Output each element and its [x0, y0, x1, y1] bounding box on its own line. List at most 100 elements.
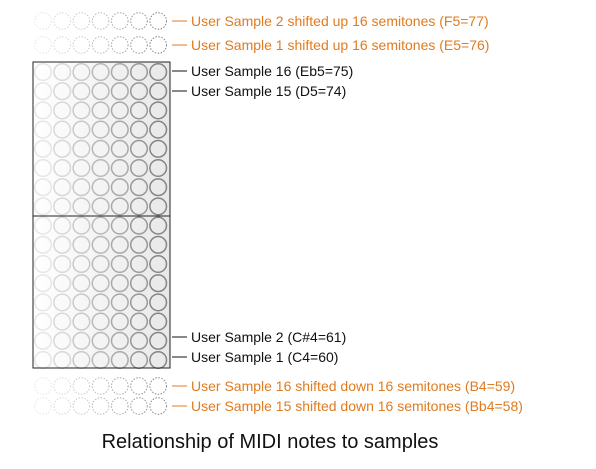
sample-note-circle: [91, 331, 110, 350]
shifted-up-note-circle: [72, 36, 91, 54]
sample-note-circle: [129, 62, 149, 82]
shifted-down-note-circle: [130, 377, 148, 395]
shifted-up-note-circle: [53, 12, 72, 30]
label-sample1: User Sample 1 (C4=60): [191, 349, 338, 365]
sample-note-circle: [91, 178, 110, 197]
sample-note-circle: [53, 197, 72, 216]
sample-note-circle: [149, 197, 168, 216]
sample-note-circle: [33, 101, 53, 120]
circle-grid: [33, 12, 170, 415]
sample-note-circle: [72, 312, 91, 331]
sample-note-circle: [91, 139, 110, 158]
sample-note-circle: [129, 216, 149, 235]
sample-note-circle: [53, 293, 72, 312]
sample-note-circle: [149, 312, 168, 331]
label-sample15-down: User Sample 15 shifted down 16 semitones…: [191, 398, 523, 414]
sample-note-circle: [72, 158, 91, 178]
sample-note-circle: [72, 139, 91, 158]
shifted-down-note-circle: [91, 397, 110, 415]
sample-note-circle: [33, 62, 53, 82]
sample-note-circle: [72, 331, 91, 350]
sample-note-circle: [110, 312, 129, 331]
sample-note-circle: [110, 274, 129, 293]
sample-note-circle: [149, 216, 168, 235]
sample-note-circle: [91, 158, 110, 178]
sample-note-circle: [72, 178, 91, 197]
sample-note-circle: [149, 235, 168, 254]
shifted-down-note-circle: [91, 377, 110, 395]
sample-note-circle: [110, 158, 129, 178]
shifted-up-note-circle: [149, 36, 167, 54]
sample-note-circle: [91, 216, 110, 235]
sample-note-circle: [129, 82, 149, 101]
sample-note-circle: [110, 120, 129, 139]
sample-note-circle: [53, 216, 72, 235]
sample-note-circle: [53, 331, 72, 350]
sample-note-circle: [91, 254, 110, 274]
shifted-up-note-circle: [91, 36, 110, 54]
shifted-up-note-circle: [130, 12, 148, 30]
sample-note-circle: [129, 254, 149, 274]
sample-note-circle: [110, 101, 129, 120]
sample-note-circle: [72, 235, 91, 254]
sample-note-circle: [91, 293, 110, 312]
sample-note-circle: [110, 197, 129, 216]
sample-note-circle: [33, 178, 53, 197]
sample-note-circle: [129, 331, 149, 350]
sample-note-circle: [149, 158, 168, 178]
sample-note-circle: [33, 293, 53, 312]
sample-note-circle: [129, 101, 149, 120]
shifted-down-note-circle: [53, 397, 72, 415]
sample-note-circle: [72, 62, 91, 82]
sample-note-circle: [110, 178, 129, 197]
shifted-down-note-circle: [53, 377, 72, 395]
shifted-up-note-circle: [53, 36, 72, 54]
lower-sample-block: [32, 215, 171, 369]
sample-note-circle: [91, 82, 110, 101]
sample-note-circle: [91, 62, 110, 82]
shifted-down-note-circle: [72, 397, 91, 415]
sample-note-circle: [91, 312, 110, 331]
label-sample15: User Sample 15 (D5=74): [191, 83, 346, 99]
sample-note-circle: [33, 312, 53, 331]
sample-note-circle: [149, 120, 168, 139]
sample-note-circle: [110, 216, 129, 235]
sample-note-circle: [33, 139, 53, 158]
shifted-down-note-circle: [34, 397, 52, 415]
sample-note-circle: [110, 331, 129, 350]
sample-note-circle: [53, 120, 72, 139]
shifted-down-note-circle: [149, 397, 167, 415]
sample-note-circle: [72, 293, 91, 312]
sample-note-circle: [33, 120, 53, 139]
sample-note-circle: [53, 158, 72, 178]
sample-note-circle: [53, 254, 72, 274]
sample-note-circle: [72, 216, 91, 235]
sample-note-circle: [129, 158, 149, 178]
sample-note-circle: [129, 139, 149, 158]
sample-note-circle: [33, 331, 53, 350]
sample-note-circle: [149, 254, 168, 274]
sample-note-circle: [110, 293, 129, 312]
sample-note-circle: [72, 197, 91, 216]
shifted-up-note-circle: [34, 12, 52, 30]
sample-note-circle: [129, 274, 149, 293]
sample-note-circle: [110, 254, 129, 274]
sample-note-circle: [91, 101, 110, 120]
shifted-down-note-circle: [34, 377, 52, 395]
sample-note-circle: [110, 82, 129, 101]
sample-note-circle: [53, 178, 72, 197]
sample-note-circle: [33, 216, 53, 235]
shifted-up-note-circle: [149, 12, 167, 30]
sample-note-circle: [33, 254, 53, 274]
sample-note-circle: [110, 235, 129, 254]
sample-note-circle: [53, 235, 72, 254]
sample-note-circle: [33, 197, 53, 216]
shifted-down-note-circle: [111, 397, 129, 415]
sample-note-circle: [110, 62, 129, 82]
sample-note-circle: [129, 293, 149, 312]
label-sample2: User Sample 2 (C#4=61): [191, 329, 346, 345]
sample-note-circle: [149, 139, 168, 158]
sample-note-circle: [33, 82, 53, 101]
